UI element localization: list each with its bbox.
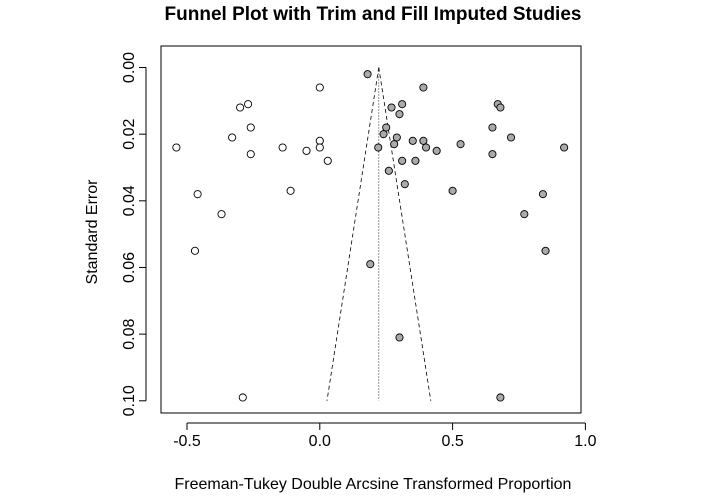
observed-study-point: [366, 260, 375, 269]
y-tick-label: 0.06: [121, 252, 138, 283]
observed-study-point: [520, 210, 529, 219]
observed-study-point: [408, 136, 417, 145]
observed-study-point: [390, 140, 399, 149]
imputed-study-point: [228, 133, 237, 142]
observed-study-point: [411, 156, 420, 165]
observed-study-point: [374, 143, 383, 152]
imputed-study-point: [193, 190, 202, 199]
x-axis: -0.5 0.0 0.5 1.0: [173, 422, 597, 450]
observed-study-point: [496, 393, 505, 402]
imputed-study-point: [190, 246, 200, 255]
funnel-left-line: [326, 67, 380, 401]
plot-area-frame: [160, 45, 582, 414]
observed-study-point: [448, 186, 457, 195]
y-tick-label: 0.02: [121, 118, 138, 149]
imputed-study-point: [244, 100, 253, 109]
imputed-study-point: [315, 136, 324, 145]
imputed-study-point: [172, 143, 181, 152]
observed-study-point: [392, 133, 401, 142]
y-axis: 0.00 0.02 0.04 0.06 0.08 0.10: [121, 52, 147, 416]
imputed-study-point: [323, 156, 332, 165]
imputed-study-point: [236, 103, 245, 112]
observed-study-point: [538, 190, 547, 199]
observed-study-point: [419, 136, 428, 145]
observed-study-point: [419, 83, 428, 92]
observed-study-point: [432, 146, 441, 155]
observed-study-point: [400, 180, 409, 189]
imputed-study-point: [315, 83, 324, 92]
observed-study-point: [541, 246, 550, 255]
y-tick-label: 0.04: [121, 185, 138, 216]
x-tick-label: 0.5: [441, 433, 463, 450]
y-tick-label: 0.08: [121, 318, 138, 349]
data-points: [172, 70, 569, 402]
observed-study-point: [488, 123, 497, 132]
funnel-lines: [326, 67, 432, 401]
imputed-study-point: [278, 143, 287, 152]
observed-study-point: [384, 166, 393, 175]
imputed-study-point: [286, 186, 295, 195]
observed-study-point: [456, 140, 465, 149]
observed-study-point: [387, 103, 396, 112]
observed-study-point: [379, 130, 388, 139]
observed-study-point: [488, 150, 497, 159]
observed-study-point: [382, 123, 391, 132]
imputed-study-point: [302, 146, 311, 155]
imputed-study-point: [246, 123, 255, 132]
y-tick-label: 0.10: [121, 385, 138, 416]
observed-study-point: [398, 100, 407, 109]
observed-study-point: [506, 133, 516, 142]
x-axis-label: Freeman-Tukey Double Arcsine Transformed…: [175, 476, 572, 493]
observed-study-point: [496, 103, 505, 112]
x-tick-label: 0.0: [309, 433, 331, 450]
chart-title: Funnel Plot with Trim and Fill Imputed S…: [165, 4, 582, 25]
observed-study-point: [560, 143, 569, 152]
y-axis-label: Standard Error: [84, 179, 101, 285]
observed-study-point: [395, 333, 404, 342]
observed-study-point: [421, 143, 431, 152]
observed-study-point: [363, 70, 372, 79]
x-tick-label: 1.0: [574, 433, 596, 450]
imputed-study-point: [315, 143, 324, 152]
imputed-study-point: [238, 393, 247, 402]
imputed-study-point: [217, 210, 226, 219]
observed-study-point: [398, 156, 407, 165]
funnel-right-line: [378, 67, 432, 401]
y-tick-label: 0.00: [121, 52, 138, 83]
observed-study-point: [395, 110, 404, 119]
imputed-study-point: [246, 150, 255, 159]
x-tick-label: -0.5: [173, 433, 201, 450]
